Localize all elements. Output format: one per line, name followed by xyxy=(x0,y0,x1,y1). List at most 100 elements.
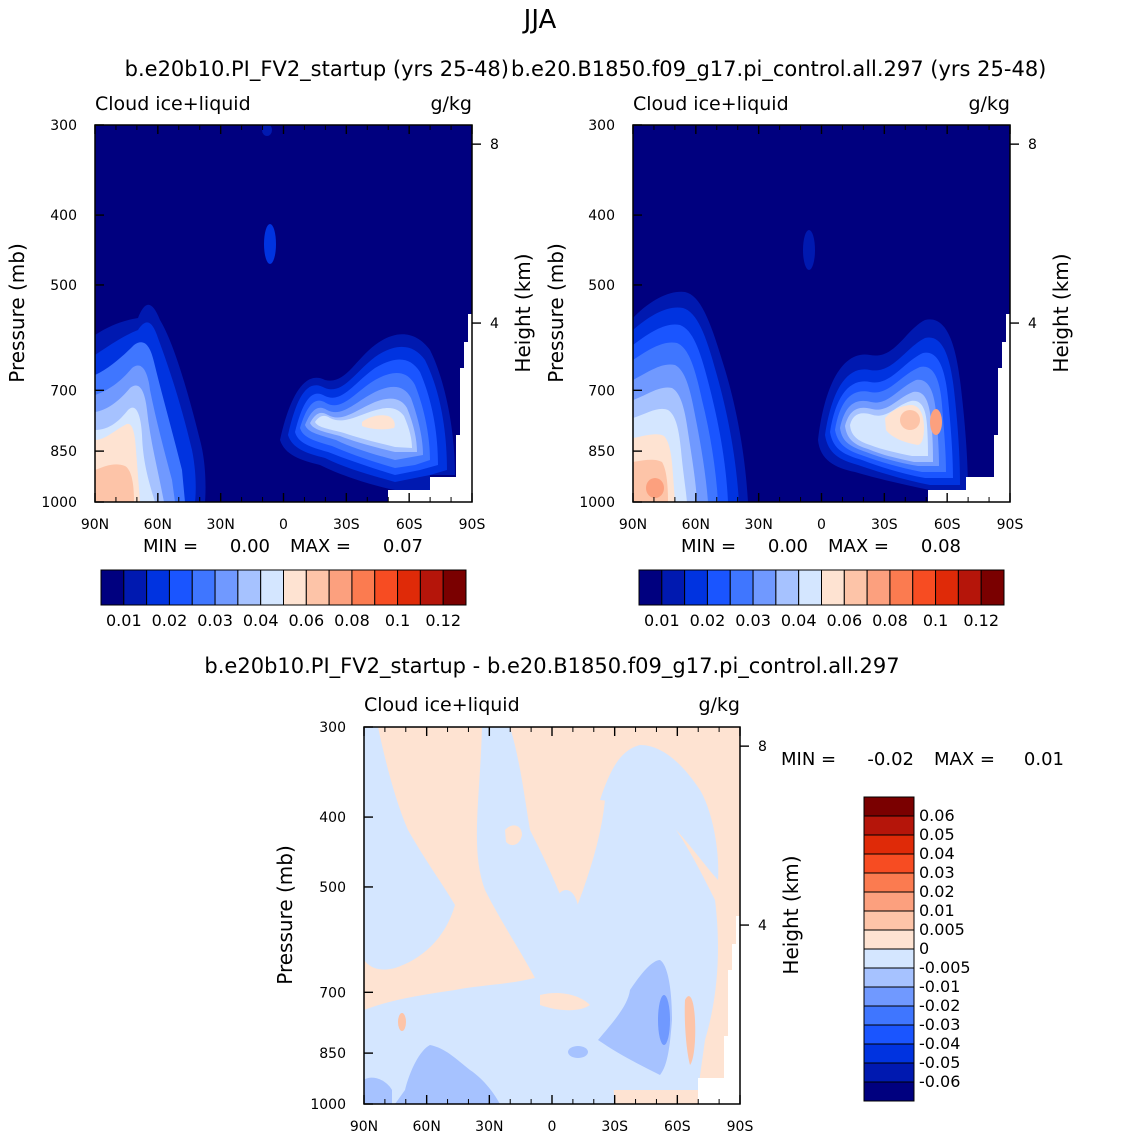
right-xtick-label-5: 60S xyxy=(934,517,961,533)
left-colorbar-swatch-2 xyxy=(146,569,170,606)
left-max-value: 0.07 xyxy=(383,536,423,557)
diff-xtick-label-2: 30N xyxy=(475,1119,503,1135)
left-xtick-label-6: 90S xyxy=(459,517,486,533)
right-colorbar-swatch-6 xyxy=(775,569,800,606)
left-ytick-label-0: 300 xyxy=(50,118,77,134)
left-colorbar-swatch-11 xyxy=(351,569,376,606)
diff-colorbar-swatch-9 xyxy=(863,967,915,988)
diff-colorbar-swatch-8 xyxy=(863,948,915,969)
right-xtick-label-6: 90S xyxy=(997,517,1024,533)
diff-colorbar-label-8: -0.005 xyxy=(919,958,971,977)
right-max-value: 0.08 xyxy=(921,536,961,557)
diff-colorbar-label-11: -0.03 xyxy=(919,1015,960,1034)
left-colorbar-swatch-13 xyxy=(397,569,421,606)
left-colorbar-swatch-3 xyxy=(168,569,193,606)
right-colorbar-label-1: 0.02 xyxy=(690,611,726,630)
diff-xtick-label-5: 60S xyxy=(664,1119,691,1135)
diff-colorbar-swatch-5 xyxy=(863,891,915,912)
left-panel-title: b.e20b10.PI_FV2_startup (yrs 25-48) xyxy=(125,57,509,82)
right-panel: Cloud ice+liquid g/kg xyxy=(544,93,1073,630)
diff-contour-field xyxy=(364,727,740,1104)
right-y2label: Height (km) xyxy=(1049,253,1073,372)
diff-missing-orography xyxy=(698,916,740,1104)
left-colorbar-swatch-4 xyxy=(191,569,216,606)
left-nh-cloud-l8 xyxy=(95,464,134,502)
right-min-value: 0.00 xyxy=(768,536,808,557)
left-ytick-label-1: 400 xyxy=(50,208,77,224)
right-min-label: MIN = xyxy=(681,536,736,557)
left-xtick-label-3: 0 xyxy=(279,517,288,533)
diff-colorbar-swatch-2 xyxy=(863,834,915,855)
right-colorbar-swatch-10 xyxy=(866,569,891,606)
left-y2label: Height (km) xyxy=(511,253,535,372)
right-colorbar-label-7: 0.12 xyxy=(963,611,999,630)
left-ytick-label-4: 850 xyxy=(50,444,77,460)
diff-colorbar-swatch-6 xyxy=(863,910,915,931)
diff-colorbar-swatch-3 xyxy=(863,853,915,874)
right-colorbar-swatch-12 xyxy=(912,569,937,606)
diff-colorbar-swatch-1 xyxy=(863,815,915,836)
diff-colorbar-label-2: 0.04 xyxy=(919,844,955,863)
diff-colorbar-label-0: 0.06 xyxy=(919,806,955,825)
diff-colorbar-swatch-10 xyxy=(863,986,915,1007)
diff-colorbar-swatch-14 xyxy=(863,1062,915,1083)
diff-neg005-patch xyxy=(568,1046,588,1058)
diff-neg005-surface xyxy=(395,1045,500,1104)
right-colorbar-swatch-8 xyxy=(821,569,845,606)
diff-colorbar-label-7: 0 xyxy=(919,939,929,958)
left-field-label: Cloud ice+liquid xyxy=(95,93,251,115)
diff-colorbar-swatch-12 xyxy=(863,1024,915,1045)
left-missing-orography xyxy=(388,314,472,502)
diff-ytick-label-5: 1000 xyxy=(310,1097,346,1113)
diff-xtick-label-6: 90S xyxy=(727,1119,754,1135)
diff-neg01-core xyxy=(658,995,670,1045)
diff-colorbar-swatch-15 xyxy=(863,1081,915,1102)
left-colorbar: 0.01 0.02 0.03 0.04 0.06 0.08 0.1 0.12 xyxy=(100,569,467,630)
diff-min-label: MIN = xyxy=(781,749,836,770)
left-colorbar-swatch-15 xyxy=(442,569,467,606)
right-ytick-label-2: 500 xyxy=(588,278,615,294)
right-y2tick-label-1: 4 xyxy=(1028,316,1037,332)
right-ytick-label-5: 1000 xyxy=(579,495,615,511)
diff-y2tick-label-0: 8 xyxy=(758,739,767,755)
right-colorbar-swatch-5 xyxy=(752,569,777,606)
diff-neg005-band xyxy=(598,960,672,1075)
right-colorbar-swatch-13 xyxy=(935,569,959,606)
diff-colorbar: 0.060.050.040.030.020.010.0050-0.005-0.0… xyxy=(863,796,971,1102)
diff-ytick-label-1: 400 xyxy=(319,810,346,826)
left-ytick-label-3: 700 xyxy=(50,383,77,399)
right-colorbar-label-4: 0.06 xyxy=(827,611,863,630)
diff-axes: 90N 60N 30N 0 30S 60S 90S 300 400 500 700 850 1000 8 4 xyxy=(310,720,767,1135)
diff-y2tick-label-1: 4 xyxy=(758,918,767,934)
right-y2tick-label-0: 8 xyxy=(1028,137,1037,153)
left-axes: 90N 60N 30N 0 30S 60S 90S 300 400 500 700 850 1000 8 4 xyxy=(41,118,499,533)
right-colorbar: 0.01 0.02 0.03 0.04 0.06 0.08 0.1 0.12 xyxy=(638,569,1005,630)
left-ylabel: Pressure (mb) xyxy=(5,243,29,383)
right-sh-cloud-core xyxy=(900,410,920,430)
left-colorbar-label-6: 0.1 xyxy=(385,611,410,630)
diff-negative-region-central xyxy=(364,727,615,1104)
left-y2tick-label-1: 4 xyxy=(490,316,499,332)
diff-colorbar-label-9: -0.01 xyxy=(919,977,960,996)
right-colorbar-swatch-11 xyxy=(889,569,914,606)
diff-ytick-label-0: 300 xyxy=(319,720,346,736)
left-colorbar-label-2: 0.03 xyxy=(197,611,233,630)
diff-negative-region-tongue xyxy=(493,850,530,950)
diff-colorbar-swatch-0 xyxy=(863,796,915,817)
left-contour-field xyxy=(95,125,472,502)
left-ytick-label-5: 1000 xyxy=(41,495,77,511)
diff-pos005-streak xyxy=(684,996,696,1065)
right-units-label: g/kg xyxy=(968,93,1010,115)
left-colorbar-swatch-12 xyxy=(374,569,399,606)
diff-colorbar-label-14: -0.06 xyxy=(919,1072,960,1091)
right-max-label: MAX = xyxy=(828,536,889,557)
right-nh-cloud-core xyxy=(646,478,664,498)
right-contour-field xyxy=(633,125,1010,502)
left-colorbar-swatch-9 xyxy=(305,569,330,606)
right-mid-level-blob xyxy=(803,230,815,270)
right-colorbar-swatch-0 xyxy=(638,569,663,606)
right-colorbar-label-3: 0.04 xyxy=(781,611,817,630)
right-colorbar-label-6: 0.1 xyxy=(923,611,948,630)
diff-colorbar-swatch-11 xyxy=(863,1005,915,1026)
